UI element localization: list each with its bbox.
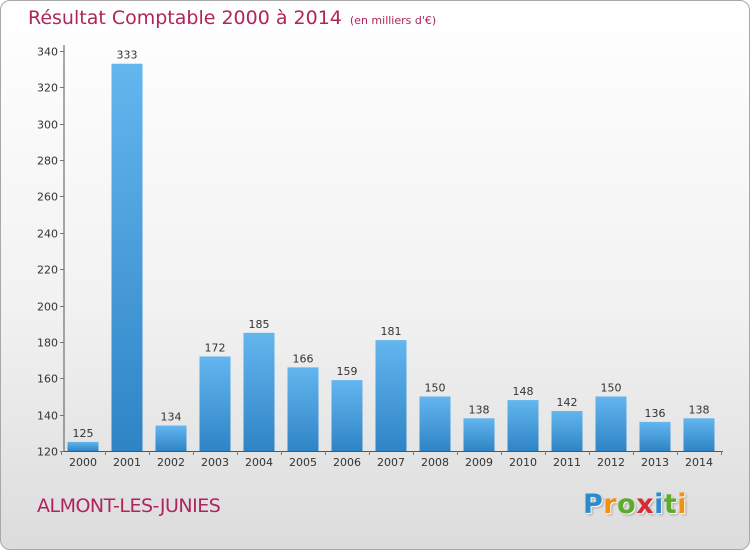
x-tick-label: 2003	[201, 456, 229, 469]
chart-title-text: Résultat Comptable 2000 à 2014	[28, 7, 342, 29]
y-tick-label: 340	[37, 46, 58, 59]
logo-letter: x	[636, 489, 655, 520]
data-label-2003: 172	[205, 341, 226, 354]
x-tick-label: 2004	[245, 456, 273, 469]
x-tick-label: 2010	[509, 456, 537, 469]
x-tick-label: 2000	[69, 456, 97, 469]
bar-2011	[551, 411, 583, 451]
x-tick-label: 2011	[553, 456, 581, 469]
data-label-2012: 150	[601, 381, 622, 394]
y-axis: 120 140 160 180 200 220 240 260 280 300 320 340	[37, 45, 65, 459]
bar-2009	[463, 418, 495, 451]
x-tick-label: 2008	[421, 456, 449, 469]
chart-unit: (en milliers d'€)	[349, 14, 437, 27]
x-tick-label: 2006	[333, 456, 361, 469]
bar-2006	[331, 380, 363, 451]
y-tick-label: 160	[37, 373, 58, 386]
commune-name: ALMONT-LES-JUNIES	[37, 495, 221, 517]
x-tick-label: 2005	[289, 456, 317, 469]
bar-2003	[199, 356, 231, 451]
logo-letter: i	[677, 489, 688, 520]
bar-2007	[375, 340, 407, 451]
data-label-2010: 148	[513, 385, 534, 398]
data-labels: 125 333 134 172 185 166 159 181 150 138 148 142 150 1…	[73, 49, 710, 440]
x-tick-label: 2012	[597, 456, 625, 469]
y-tick-label: 260	[37, 191, 58, 204]
bar-2005	[287, 367, 319, 451]
x-axis: 2000 2001 2002 2003 2004 2005 2006 2007 2008 2009…	[61, 451, 723, 469]
bar-2004	[243, 332, 275, 451]
y-tick-label: 200	[37, 301, 58, 314]
logo-letter: i	[654, 489, 664, 520]
y-tick-label: 220	[37, 264, 58, 277]
x-tick-label: 2013	[641, 456, 669, 469]
data-label-2008: 150	[425, 381, 446, 394]
y-tick-label: 300	[37, 119, 58, 132]
bar-2008	[419, 396, 451, 451]
y-tick-label: 180	[37, 337, 58, 350]
bar-2000	[67, 441, 99, 451]
data-label-2013: 136	[645, 407, 666, 420]
bar-series	[67, 63, 715, 452]
bar-2014	[683, 418, 715, 451]
bar-2010	[507, 400, 539, 451]
bar-2012	[595, 396, 627, 451]
data-label-2011: 142	[557, 396, 578, 409]
data-label-2014: 138	[689, 403, 710, 416]
logo-letter: P	[583, 489, 604, 520]
logo-letter: t	[663, 489, 678, 520]
data-label-2001: 333	[117, 49, 138, 62]
y-tick-label: 280	[37, 155, 58, 168]
chart-title: Résultat Comptable 2000 à 2014 (en millie…	[28, 7, 436, 29]
data-label-2004: 185	[249, 318, 270, 331]
proxiti-logo[interactable]: Proxiti	[583, 489, 687, 520]
logo-letter: o	[617, 489, 637, 520]
data-label-2009: 138	[469, 403, 490, 416]
data-label-2002: 134	[161, 411, 182, 424]
bar-2001	[111, 63, 143, 452]
x-tick-label: 2002	[157, 456, 185, 469]
logo-letter: r	[603, 489, 618, 520]
x-tick-label: 2001	[113, 456, 141, 469]
y-tick-label: 140	[37, 410, 58, 423]
data-label-2005: 166	[293, 352, 314, 365]
data-label-2000: 125	[73, 427, 94, 440]
x-tick-label: 2014	[685, 456, 713, 469]
bar-2002	[155, 425, 187, 451]
data-label-2006: 159	[337, 365, 358, 378]
data-label-2007: 181	[381, 325, 402, 338]
y-tick-label: 240	[37, 228, 58, 241]
x-tick-label: 2009	[465, 456, 493, 469]
y-tick-label: 320	[37, 82, 58, 95]
x-tick-label: 2007	[377, 456, 405, 469]
y-tick-label: 120	[37, 446, 58, 459]
bar-2013	[639, 421, 671, 451]
